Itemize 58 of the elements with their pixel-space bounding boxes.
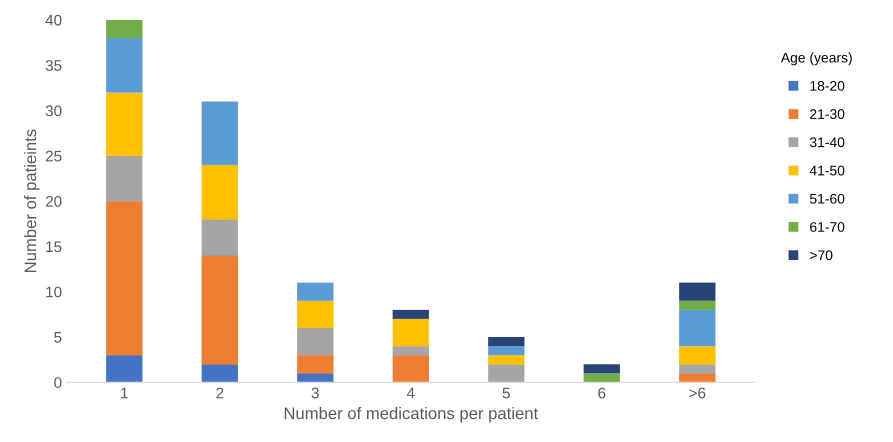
y-tick-label: 40 [45,14,62,26]
bar [679,346,716,364]
bar [488,355,524,364]
bar [202,364,238,382]
x-tick-label: 5 [502,388,510,398]
legend-label: 18-20 [810,80,844,91]
legend-title: Age (years) [780,52,852,66]
bar [679,364,716,374]
legend-label: >70 [810,250,832,260]
bar [679,373,716,382]
y-tick-label: 0 [54,377,62,388]
bar [297,355,334,374]
y-tick-label: 35 [46,60,62,71]
legend-label: 51-60 [810,194,844,204]
x-tick-label: 3 [312,388,319,398]
bar [392,346,429,356]
bar [392,310,429,319]
y-tick-label: 20 [46,196,62,207]
bar [202,164,238,220]
bar [297,282,334,301]
bar [679,310,716,346]
bar [106,355,142,382]
bar [297,300,334,328]
bar [106,201,142,356]
bar [297,373,334,382]
bar [584,364,620,374]
y-tick-label: 15 [46,241,62,252]
y-tick-label: 30 [46,105,62,116]
y-axis-title: Number of patieints [24,129,40,272]
x-axis-title: Number of medications per patient [284,406,538,423]
bar [584,373,620,382]
bar [392,355,429,382]
bar [106,92,142,156]
bar [202,101,238,165]
bar [106,38,142,92]
bar [679,300,716,310]
bar [392,318,429,346]
y-tick-label: 5 [54,332,62,343]
bar [679,282,716,301]
legend-label: 41-50 [810,166,844,176]
bar [202,255,238,364]
x-tick-label: >6 [689,388,706,398]
bar [488,337,524,346]
bar [202,219,238,256]
bar [106,156,142,202]
x-tick-label: 1 [121,388,128,398]
legend-label: 61-70 [810,222,844,232]
y-tick-label: 25 [46,150,62,162]
x-tick-label: 4 [406,388,415,398]
y-tick-label: 10 [46,286,62,298]
bar [106,20,142,38]
x-tick-label: 2 [216,388,224,398]
x-tick-label: 6 [598,388,606,398]
bar [488,346,524,356]
legend-label: 21-30 [810,109,844,120]
legend-label: 31-40 [810,137,844,148]
bar [488,364,524,382]
bar [297,328,334,356]
